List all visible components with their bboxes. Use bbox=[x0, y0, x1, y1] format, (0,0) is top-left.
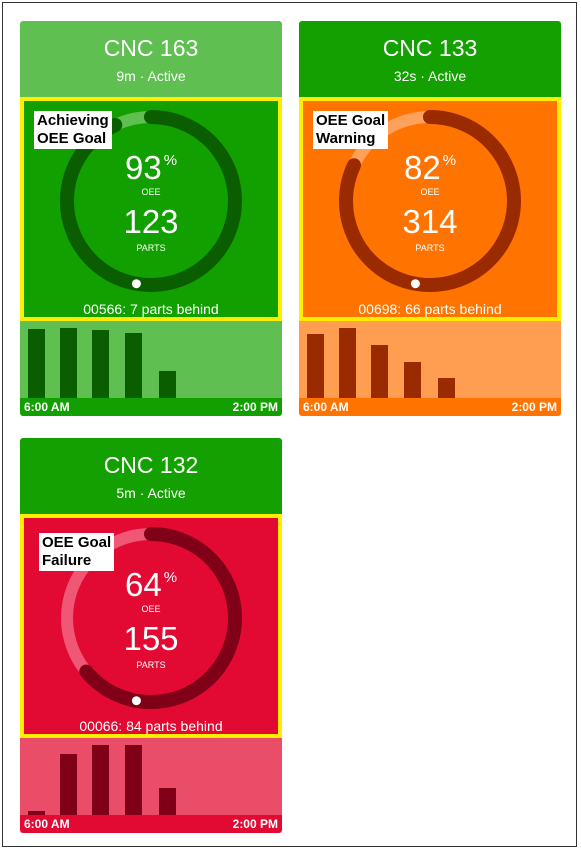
oee-number: 64 bbox=[124, 566, 162, 603]
time-range-strip: 6:00 AM 2:00 PM bbox=[299, 398, 561, 416]
start-time: 6:00 AM bbox=[303, 400, 349, 414]
oee-label: OEE bbox=[141, 187, 161, 197]
card-header: CNC 132 5m · Active bbox=[20, 438, 282, 514]
parts-value: 314 bbox=[402, 203, 458, 240]
card-subtitle: 32s · Active bbox=[393, 68, 467, 84]
gauge-start-dot bbox=[410, 279, 420, 289]
oee-label: OEE bbox=[141, 604, 161, 614]
oee-value: 82% bbox=[303, 149, 557, 187]
production-bar bbox=[28, 811, 45, 815]
parts-label: PARTS bbox=[136, 243, 166, 253]
oee-gauge-panel: OEE Goal Warning 82% OEE 314 PARTS 00698… bbox=[299, 97, 561, 321]
parts-label: PARTS bbox=[415, 243, 445, 253]
oee-value: 64% bbox=[24, 566, 278, 604]
card-title: CNC 133 bbox=[382, 35, 478, 61]
gauge-progress-arc bbox=[79, 527, 242, 709]
gauge-start-dot bbox=[131, 279, 141, 289]
card-subtitle: 5m · Active bbox=[116, 485, 186, 501]
gauge-progress-arc bbox=[60, 110, 242, 292]
oee-gauge bbox=[60, 110, 242, 292]
production-bar-chart bbox=[20, 738, 282, 815]
machine-card-cnc-133[interactable]: CNC 133 32s · Active OEE Goal Warning 82… bbox=[299, 21, 561, 416]
production-bar bbox=[60, 754, 77, 815]
gauge-progress-arc bbox=[339, 110, 521, 292]
parts-value: 123 bbox=[123, 203, 179, 240]
card-header: CNC 163 9m · Active bbox=[20, 21, 282, 97]
production-bar bbox=[125, 333, 142, 398]
production-bar bbox=[339, 328, 356, 398]
production-bar bbox=[307, 334, 324, 398]
oee-gauge-panel: OEE Goal Failure 64% OEE 155 PARTS 00066… bbox=[20, 514, 282, 738]
production-bar bbox=[92, 330, 109, 398]
card-title: CNC 132 bbox=[103, 452, 199, 478]
oee-number: 93 bbox=[124, 149, 162, 186]
production-bar-chart bbox=[20, 321, 282, 398]
oee-gauge bbox=[61, 527, 242, 709]
parts-behind-text: 00066: 84 parts behind bbox=[79, 718, 223, 734]
parts-label: PARTS bbox=[136, 660, 166, 670]
oee-percent-sign: % bbox=[442, 152, 457, 169]
time-range-strip: 6:00 AM 2:00 PM bbox=[20, 398, 282, 416]
production-bar bbox=[371, 345, 388, 398]
oee-value: 93% bbox=[24, 149, 278, 187]
production-bar bbox=[438, 378, 455, 398]
gauge-start-dot bbox=[131, 696, 141, 706]
end-time: 2:00 PM bbox=[232, 817, 278, 831]
card-header: CNC 133 32s · Active bbox=[299, 21, 561, 97]
status-label: OEE Goal Failure bbox=[39, 533, 115, 571]
card-title: CNC 163 bbox=[103, 35, 199, 61]
machine-card-cnc-163[interactable]: CNC 163 9m · Active Achieving OEE Goal 9… bbox=[20, 21, 282, 416]
production-bar bbox=[92, 745, 109, 815]
oee-gauge-panel: Achieving OEE Goal 93% OEE 123 PARTS 005… bbox=[20, 97, 282, 321]
end-time: 2:00 PM bbox=[511, 400, 557, 414]
production-bar bbox=[125, 745, 142, 815]
parts-value: 155 bbox=[123, 620, 179, 657]
production-bar bbox=[159, 788, 176, 815]
oee-gauge bbox=[339, 110, 521, 292]
parts-behind-text: 00698: 66 parts behind bbox=[358, 301, 502, 317]
production-bar bbox=[60, 328, 77, 398]
start-time: 6:00 AM bbox=[24, 817, 70, 831]
card-subtitle: 9m · Active bbox=[116, 68, 186, 84]
machine-card-cnc-132[interactable]: CNC 132 5m · Active OEE Goal Failure 64%… bbox=[20, 438, 282, 833]
production-bar-chart bbox=[299, 321, 561, 398]
parts-behind-text: 00566: 7 parts behind bbox=[83, 301, 219, 317]
status-label: Achieving OEE Goal bbox=[34, 111, 112, 149]
production-bar bbox=[404, 362, 421, 398]
time-range-strip: 6:00 AM 2:00 PM bbox=[20, 815, 282, 833]
start-time: 6:00 AM bbox=[24, 400, 70, 414]
status-label: OEE Goal Warning bbox=[313, 111, 389, 149]
oee-percent-sign: % bbox=[163, 152, 178, 169]
oee-number: 82 bbox=[403, 149, 441, 186]
end-time: 2:00 PM bbox=[232, 400, 278, 414]
production-bar bbox=[159, 371, 176, 398]
oee-label: OEE bbox=[420, 187, 440, 197]
oee-percent-sign: % bbox=[163, 569, 178, 586]
production-bar bbox=[28, 329, 45, 398]
